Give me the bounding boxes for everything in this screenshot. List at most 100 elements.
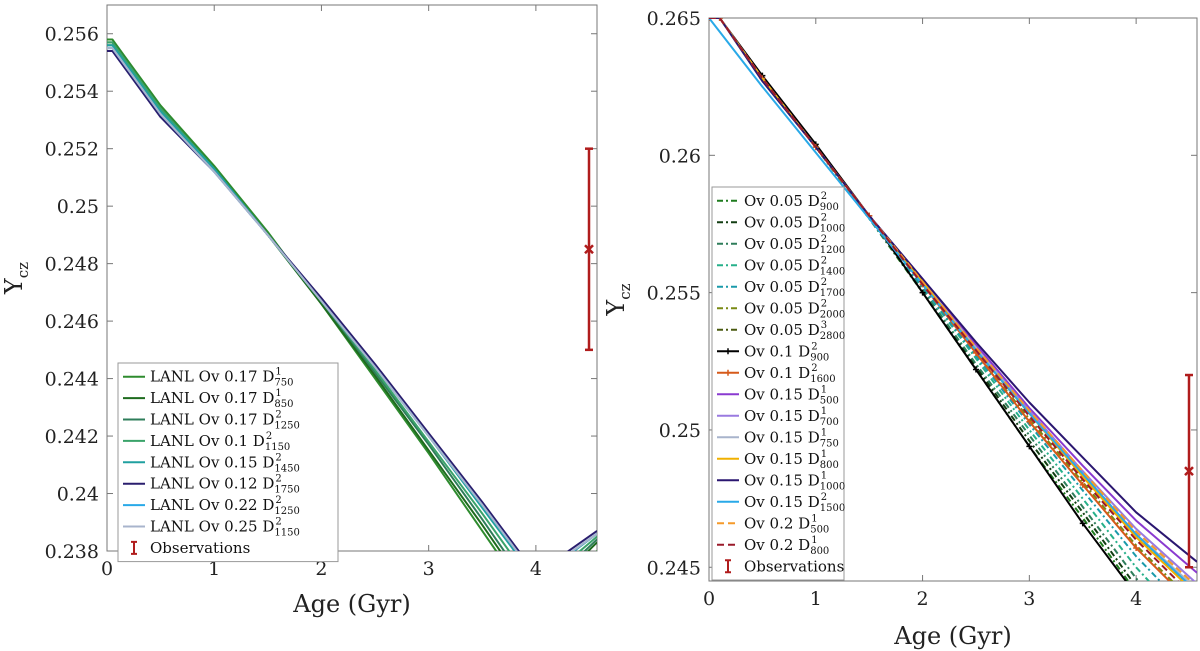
legend-entry-name: Ov 0.15 D [744,471,820,489]
legend-entry-sub: 1000 [820,481,845,492]
legend-entry-sub: 1500 [820,503,845,514]
legend-entry: LANL Ov 0.12 D1750 [150,475,300,496]
x-axis-label: Age (Gyr) [292,590,410,618]
x-tick-label: 2 [315,558,327,580]
legend-entry-sup: 1 [821,384,827,395]
legend-entry: Ov 0.15 D1500 [744,493,845,514]
y-tick-label: 0.256 [45,24,99,46]
y-tick-label: 0.252 [45,139,99,161]
x-tick-label: 0 [101,558,113,580]
legend-entry-sup: 3 [821,320,827,331]
series-line [107,50,597,551]
legend-entry-name: Ov 0.05 D [744,213,820,231]
y-tick-label: 0.245 [647,557,701,579]
series-point [1026,418,1033,425]
legend-entry-sup: 2 [821,191,827,202]
legend-entry-sup: 2 [821,277,827,288]
legend-entry-name: LANL Ov 0.17 D [150,368,274,386]
y-axis-label: Ycz [602,283,634,316]
legend-entry: Ov 0.15 D800 [744,450,839,471]
legend-entry-sub: 1600 [810,374,835,385]
legend-observation-swatch [131,540,137,555]
series-point [1026,443,1033,450]
legend-entry: Ov 0.05 D900 [744,192,839,213]
legend-entry-name: Ov 0.15 D [744,450,820,468]
legend-entry: Ov 0.05 D1000 [744,213,845,234]
legend-marker [725,369,731,376]
legend-entry: Ov 0.15 D750 [744,428,839,449]
x-tick-label: 1 [810,588,822,610]
series-line [709,18,1197,563]
y-axis-label-subscript: cz [616,283,634,299]
legend-entry: LANL Ov 0.25 D1150 [150,518,300,539]
legend-entry-sup: 2 [266,431,272,442]
legend-entry: LANL Ov 0.17 D750 [150,368,293,389]
legend-entry-name: Ov 0.15 D [744,428,820,446]
x-tick-label: 1 [208,558,220,580]
legend-entry-name: Ov 0.15 D [744,407,820,425]
legend-entry-sup: 1 [821,449,827,460]
legend-entry-sup: 2 [275,452,281,463]
legend-entry-sup: 1 [811,513,817,524]
legend-entry-sub: 1150 [265,442,290,453]
legend-entry-name: Ov 0.05 D [744,235,820,253]
legend-marker [725,348,731,355]
legend-entry: Ov 0.05 D2000 [744,299,845,320]
observation-errorbar [584,147,594,352]
legend-entry-name: LANL Ov 0.17 D [150,389,274,407]
y-tick-label: 0.246 [45,311,99,333]
series-line [709,18,1180,581]
y-tick-label: 0.24 [57,484,99,506]
x-tick-label: 0 [703,588,715,610]
legend-entry-sub: 750 [820,438,839,449]
legend-entry-sub: 1200 [820,245,845,256]
legend-entry-sub: 900 [820,202,839,213]
legend-entry-name: Ov 0.1 D [744,342,810,360]
legend-entry-sub: 1400 [820,266,845,277]
legend-entry-sup: 2 [275,474,281,485]
legend-entry-name: LANL Ov 0.1 D [150,432,265,450]
legend-entry-sup: 2 [811,363,817,374]
y-axis-label: Ycz [0,262,32,295]
y-tick-label: 0.248 [45,254,99,276]
legend-entry-sup: 1 [275,388,281,399]
legend-entry-sup: 2 [811,341,817,352]
legend-entry-sup: 2 [821,298,827,309]
x-axis-label: Age (Gyr) [893,622,1011,650]
legend-entry-name: Ov 0.2 D [744,514,810,532]
legend-entry: LANL Ov 0.1 D1150 [150,432,290,453]
series-point [1194,605,1200,611]
legend-entry: Ov 0.15 D500 [744,385,839,406]
legend-entry-sub: 700 [820,417,839,428]
observation-point [584,244,594,255]
x-tick-label: 2 [917,588,929,610]
legend-entry-sub: 500 [810,524,829,535]
series-point [716,18,723,21]
legend-entry-sup: 2 [275,517,281,528]
legend-entry: LANL Ov 0.15 D1450 [150,453,300,474]
observation-point [1184,466,1194,477]
y-tick-label: 0.242 [45,426,99,448]
legend-entry-sub: 1700 [820,288,845,299]
legend-entry: Ov 0.15 D1000 [744,471,845,492]
legend-entry-sup: 2 [821,212,827,223]
legend-entry-sup: 1 [821,470,827,481]
legend-entry-name: LANL Ov 0.12 D [150,475,274,493]
legend-box [711,186,845,581]
y-tick-label: 0.265 [647,8,701,30]
legend-entry: Ov 0.1 D900 [744,342,829,363]
legend-entry: Ov 0.15 D700 [744,407,839,428]
x-tick-label: 3 [1023,588,1035,610]
legend-entry-sub: 2000 [820,309,845,320]
legend-entry-name: LANL Ov 0.17 D [150,411,274,429]
legend-entry-name: Ov 0.2 D [744,536,810,554]
series-point [1133,545,1140,552]
series-line [107,47,597,551]
legend-entry-sub: 850 [274,399,293,410]
legend-entry: Ov 0.05 D1700 [744,278,845,299]
legend-entry-sub: 1250 [274,506,299,517]
legend-entry: Ov 0.1 D1600 [744,364,836,385]
legend-entry: Ov 0.2 D500 [744,514,829,535]
